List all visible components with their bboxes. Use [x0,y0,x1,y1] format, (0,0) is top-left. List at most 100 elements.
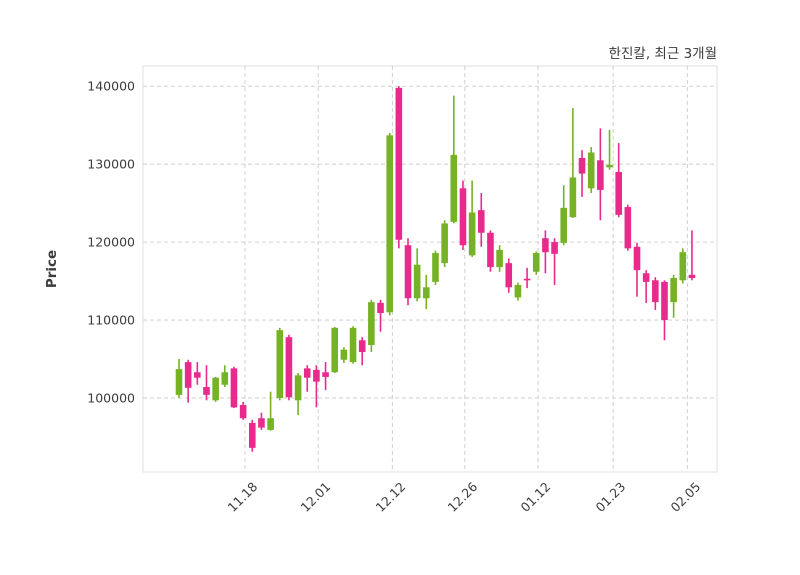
candle-6 [230,366,238,409]
candle-body [487,232,494,268]
candle-1 [184,359,192,403]
candle-body [542,238,549,253]
candle-body [679,252,687,281]
candle-54 [670,274,677,318]
candle-body [670,277,677,303]
candle-43 [569,108,577,218]
candle-51 [642,270,650,303]
candle-52 [652,277,659,310]
candle-body [551,242,558,254]
candle-body [505,263,513,288]
candle-body [413,264,421,299]
candle-17 [331,327,339,374]
candle-56 [688,230,696,281]
candle-body [652,280,659,303]
candle-42 [560,185,568,246]
candle-40 [542,230,549,274]
candle-38 [523,267,531,289]
candle-body [432,253,439,282]
candle-body [468,212,476,256]
candle-body [450,154,458,222]
candle-body [322,372,329,377]
candle-body [615,171,622,215]
candle-body [606,164,613,168]
candle-body [587,152,595,189]
candle-body [331,327,339,373]
candle-body [358,340,366,352]
candle-body [459,188,467,246]
candle-body [239,404,247,419]
y-tick-label: 140000 [87,78,135,94]
candle-body [230,368,238,408]
chart-title: 한진칼, 최근 3개월 [608,46,717,62]
candle-28 [432,250,439,285]
candle-body [248,422,256,448]
candle-body [578,157,586,174]
candle-15 [313,365,320,408]
candle-body [212,377,219,401]
candle-wick [572,108,574,218]
candle-0 [175,359,183,398]
candle-body [532,253,540,272]
candle-body [294,375,302,401]
candle-body [175,369,183,395]
candle-body [203,387,210,395]
candle-16 [322,362,329,391]
candle-body [404,245,412,299]
candle-body [368,302,375,345]
candle-45 [587,147,595,194]
candle-wick [645,270,647,303]
candle-wick [379,299,382,332]
candle-wick [205,365,208,401]
candle-body [633,246,641,271]
candle-37 [514,282,522,301]
candle-body [267,418,274,430]
candle-47 [606,129,613,170]
candle-wick [306,365,309,392]
y-tick-label: 120000 [87,234,135,250]
y-axis-label: Price [44,249,60,289]
candle-body [569,177,577,218]
candle-48 [615,143,622,218]
y-tick-label: 110000 [87,312,135,328]
candle-2 [194,362,201,385]
candle-wick [526,267,528,289]
candle-23 [386,133,393,316]
candle-wick [269,391,272,431]
candle-body [258,418,265,428]
candle-8 [248,419,256,452]
candle-body [221,372,229,385]
candle-35 [496,245,503,272]
candle-body [597,160,604,190]
candle-14 [303,365,311,392]
candle-12 [285,334,293,401]
candle-26 [413,248,421,302]
candle-wick [315,365,318,408]
candle-body [377,302,384,314]
candle-24 [395,86,403,249]
candle-wick [553,238,556,285]
candle-18 [340,347,348,363]
candle-body [276,330,284,398]
candle-39 [532,251,540,275]
candle-49 [624,204,632,251]
candle-41 [551,238,558,285]
candle-body [303,368,311,378]
candle-body [441,223,448,264]
candle-29 [441,220,448,268]
candle-13 [294,373,302,416]
candle-body [642,273,650,282]
candle-55 [679,248,687,284]
candle-7 [239,401,247,420]
candle-wick [691,230,693,281]
candle-body [423,287,430,299]
candle-3 [203,365,210,401]
candle-30 [450,95,458,224]
candle-36 [505,258,513,293]
candle-body [194,372,201,378]
candle-body [386,135,393,313]
candle-32 [468,180,476,257]
candle-31 [459,180,467,250]
